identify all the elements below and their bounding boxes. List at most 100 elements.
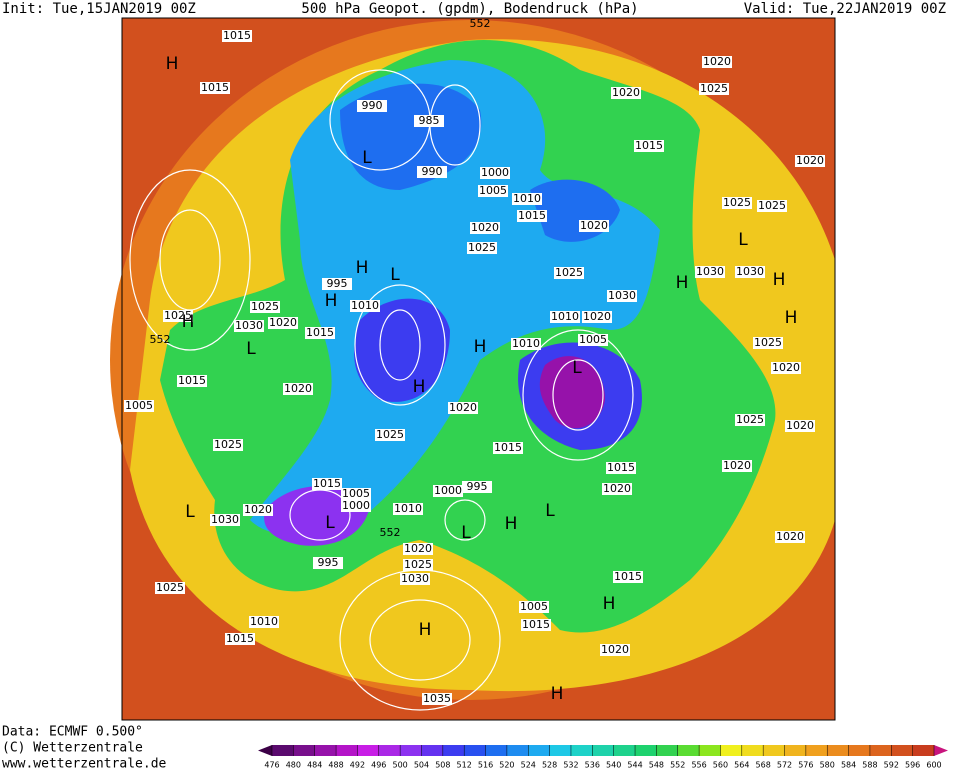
isobar-label: 1025: [404, 558, 432, 571]
label-box: [393, 503, 423, 515]
label-box: [414, 115, 444, 127]
colorbar-label: 580: [820, 761, 835, 770]
label-box: [313, 557, 343, 569]
colorbar-segment: [442, 745, 465, 756]
label-box: [213, 439, 243, 451]
label-box: [400, 573, 430, 585]
label-box: [753, 337, 783, 349]
label-box: [124, 400, 154, 412]
pressure-center: L: [185, 502, 195, 522]
pressure-center: H: [474, 337, 487, 357]
colorbar-segment: [805, 745, 828, 756]
label-box: [375, 429, 405, 441]
isobar-label: 1030: [401, 572, 429, 585]
colorbar-label: 476: [264, 761, 279, 770]
label-box: [480, 167, 510, 179]
colorbar-label: 556: [691, 761, 706, 770]
isobar-label: 1005: [479, 184, 507, 197]
isobar-label: 995: [467, 480, 488, 493]
label-box: [602, 483, 632, 495]
pressure-center: H: [166, 54, 179, 74]
label-box: [433, 485, 463, 497]
isobar-label: 1025: [251, 300, 279, 313]
label-box: [757, 200, 787, 212]
isobar-label: 1020: [796, 154, 824, 167]
label-box: [735, 266, 765, 278]
label-box: [417, 166, 447, 178]
colorbar-segment: [378, 745, 401, 756]
colorbar-label: 528: [542, 761, 557, 770]
init-time: Init: Tue,15JAN2019 00Z: [2, 1, 196, 17]
colorbar-label: 584: [841, 761, 856, 770]
isobar-label: 1035: [423, 692, 451, 705]
colorbar-end: [934, 745, 948, 756]
pressure-center: H: [419, 620, 432, 640]
label-box: [512, 193, 542, 205]
colorbar-segment: [549, 745, 572, 756]
colorbar-label: 560: [713, 761, 728, 770]
isobar-label: 990: [362, 99, 383, 112]
label-box: [554, 267, 584, 279]
isobar-label: 1015: [635, 139, 663, 152]
colorbar-label: 484: [307, 761, 322, 770]
isobar-label: 1015: [201, 81, 229, 94]
label-box: [519, 601, 549, 613]
isobar-label: 1025: [700, 82, 728, 95]
isobar-label: 1025: [376, 428, 404, 441]
label-box: [785, 420, 815, 432]
label-box: [322, 278, 352, 290]
isobar-label: 1020: [772, 361, 800, 374]
colorbar-label: 520: [499, 761, 514, 770]
isobar-label: 1010: [512, 337, 540, 350]
colorbar-segment: [763, 745, 786, 756]
label-box: [607, 290, 637, 302]
label-box: [403, 543, 433, 555]
isobar-label: 1000: [434, 484, 462, 497]
isobar-label: 1010: [351, 299, 379, 312]
isobar-label: 1025: [468, 241, 496, 254]
label-box: [579, 220, 609, 232]
label-box: [478, 185, 508, 197]
isobar-label: 1020: [269, 316, 297, 329]
label-box: [268, 317, 298, 329]
isobar-label: 1030: [235, 319, 263, 332]
isobar-label: 1015: [313, 477, 341, 490]
label-box: [210, 514, 240, 526]
label-box: [521, 619, 551, 631]
colorbar-label: 532: [563, 761, 578, 770]
label-box: [234, 320, 264, 332]
label-box: [462, 481, 492, 493]
label-box: [600, 644, 630, 656]
isobar-label: 1020: [786, 419, 814, 432]
pressure-center: L: [545, 501, 555, 521]
isobar-label: 1025: [214, 438, 242, 451]
label-box: [177, 375, 207, 387]
label-box: [341, 488, 371, 500]
isobar-label: 1005: [342, 487, 370, 500]
label-box: [493, 442, 523, 454]
data-source: Data: ECMWF 0.500°: [2, 725, 143, 740]
isobar-label: 1015: [522, 618, 550, 631]
isobar-label: 1005: [520, 600, 548, 613]
label-box: [606, 462, 636, 474]
label-box: [582, 311, 612, 323]
isobar-label: 1025: [758, 199, 786, 212]
isobar-label: 1010: [394, 502, 422, 515]
isobar-label: 1030: [608, 289, 636, 302]
label-box: [470, 222, 500, 234]
colorbar-label: 516: [478, 761, 493, 770]
colorbar-segment: [656, 745, 679, 756]
map-title: 500 hPa Geopot. (gpdm), Bodendruck (hPa): [301, 1, 638, 17]
isobar-label: 995: [327, 277, 348, 290]
isobar-label: 1015: [494, 441, 522, 454]
label-box: [735, 414, 765, 426]
isobar-label: 1015: [518, 209, 546, 222]
label-box: [341, 500, 371, 512]
label-box: [222, 30, 252, 42]
isobar-label: 995: [318, 556, 339, 569]
label-box: [695, 266, 725, 278]
colorbar-label: 536: [585, 761, 600, 770]
pressure-center: H: [182, 312, 195, 332]
isobar-label: 1000: [342, 499, 370, 512]
label-box: [283, 383, 313, 395]
